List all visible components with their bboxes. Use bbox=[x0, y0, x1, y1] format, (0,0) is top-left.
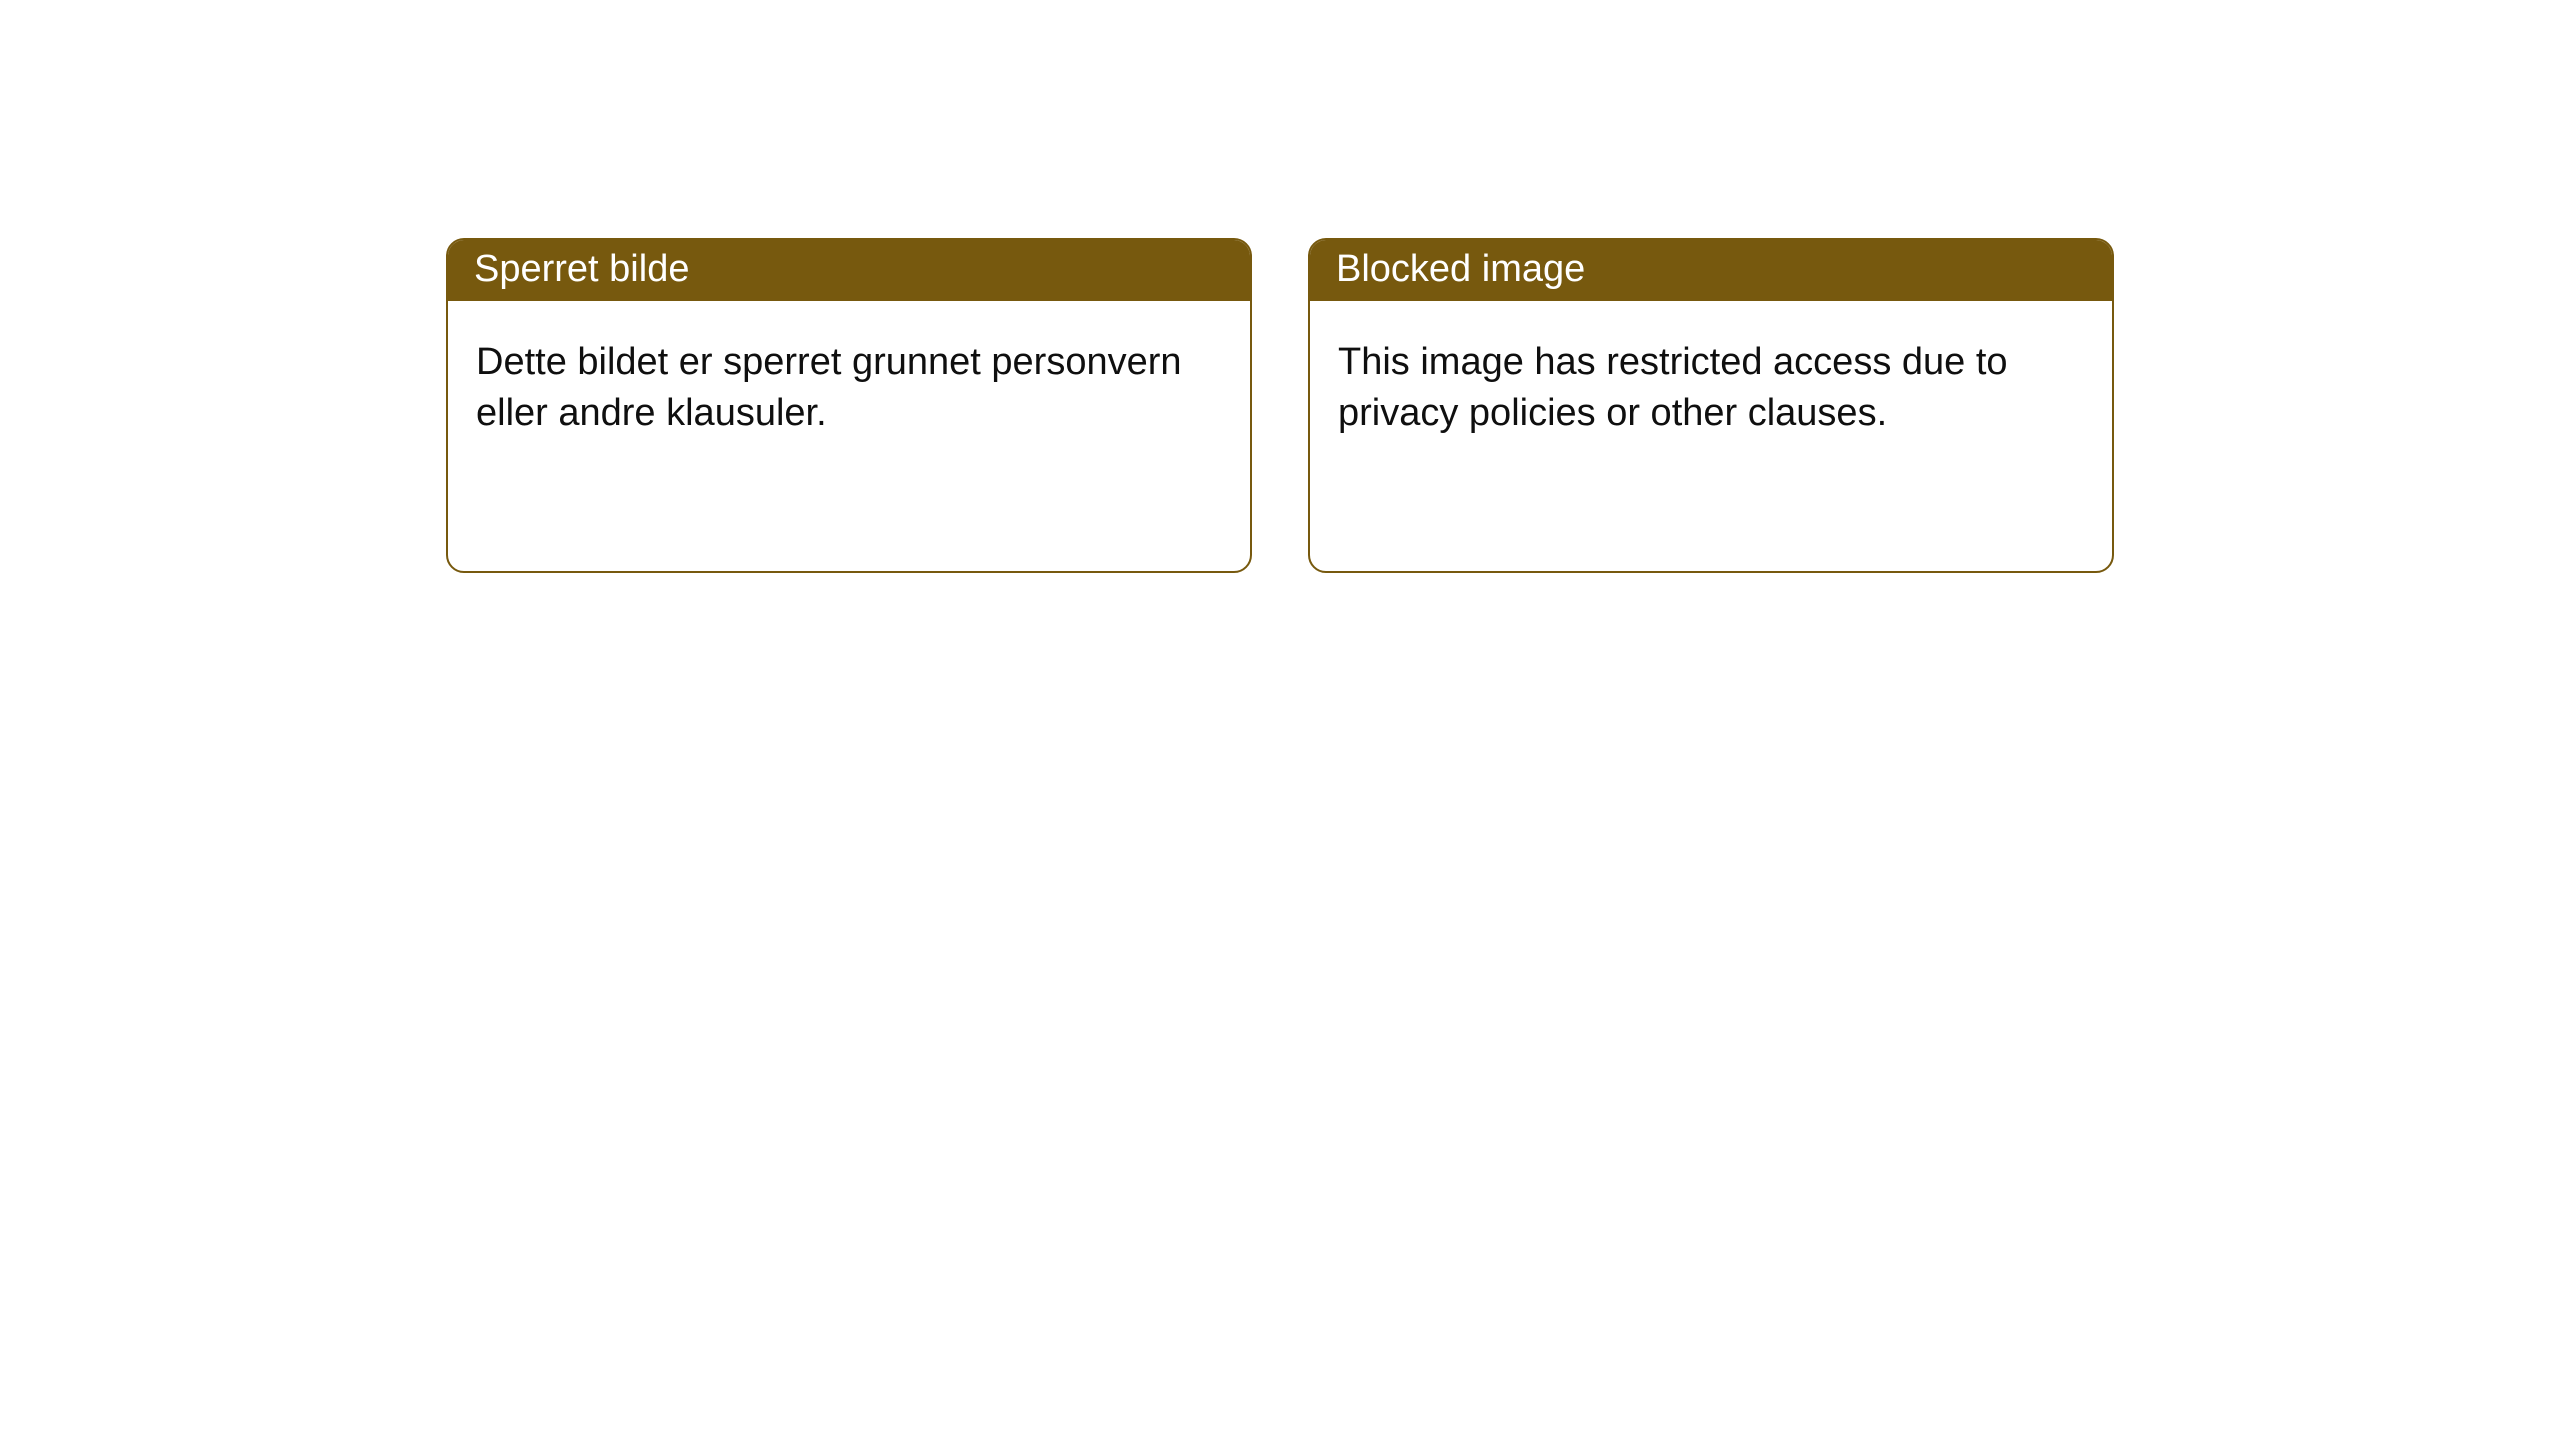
notice-cards-container: Sperret bilde Dette bildet er sperret gr… bbox=[0, 0, 2560, 573]
card-message-en: This image has restricted access due to … bbox=[1338, 337, 2084, 440]
card-body-en: This image has restricted access due to … bbox=[1310, 301, 2112, 571]
card-message-no: Dette bildet er sperret grunnet personve… bbox=[476, 337, 1222, 440]
card-header-en: Blocked image bbox=[1310, 240, 2112, 301]
card-header-no: Sperret bilde bbox=[448, 240, 1250, 301]
card-body-no: Dette bildet er sperret grunnet personve… bbox=[448, 301, 1250, 571]
blocked-image-card-no: Sperret bilde Dette bildet er sperret gr… bbox=[446, 238, 1252, 573]
blocked-image-card-en: Blocked image This image has restricted … bbox=[1308, 238, 2114, 573]
